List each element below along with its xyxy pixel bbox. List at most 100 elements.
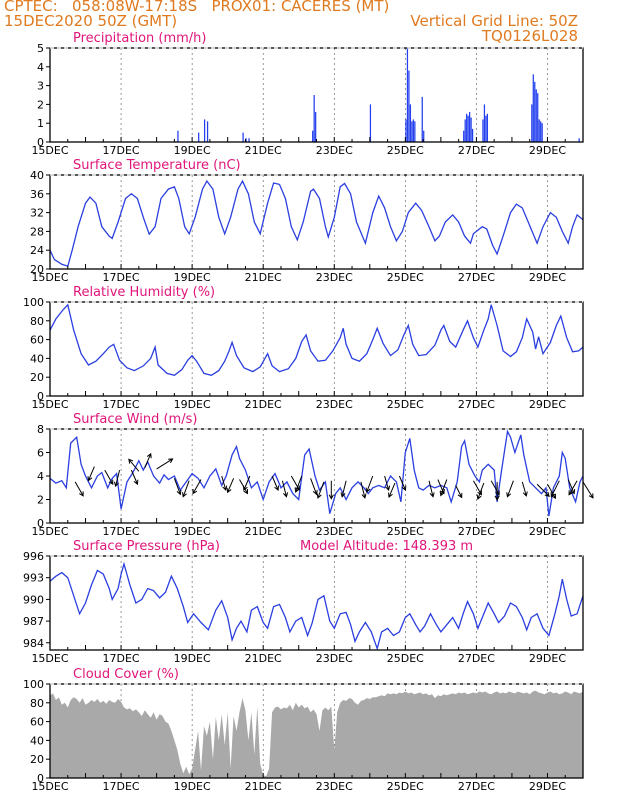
temperature-frame [49,174,584,270]
wind-wind-arrow [226,478,235,494]
precip-ytick-label: 0 [37,136,44,149]
pressure-ytick-label: 993 [23,572,44,585]
cloud-ytick-label: 80 [30,697,44,710]
wind-wind-arrow [536,483,550,497]
header-run-date: 15DEC2020 50Z (GMT) [4,12,178,30]
cloud-area [50,690,583,778]
precip-bar [485,115,487,142]
humidity-series-line [49,303,584,377]
temperature-series-line [49,179,584,268]
temperature-xtick-label: 29DEC [529,271,566,284]
pressure-xtick-label: 23DEC [316,652,353,665]
wind-wind-arrow [221,475,228,492]
precip-ytick-label: 5 [37,42,44,55]
precip-bar [408,70,410,142]
temperature-xtick-label: 27DEC [458,271,495,284]
wind-wind-arrow [567,479,576,495]
wind-ytick-label: 4 [37,470,44,483]
precip-bar [369,104,372,142]
wind-wind-arrow [506,480,514,498]
precip-bar [406,48,409,142]
precip-bar [541,123,543,142]
pressure-xtick-label: 27DEC [458,652,495,665]
precip-xtick-label: 27DEC [458,144,495,157]
precip-bar [203,119,206,142]
precip-bar [471,128,474,142]
temperature-xtick-label: 15DEC [31,271,68,284]
precip-bar [531,104,533,142]
wind-xtick-label: 23DEC [316,525,353,538]
precip-bar [414,121,416,142]
precip-bar [483,104,486,142]
wind-wind-arrow [388,482,396,499]
precip-bar [242,132,244,142]
wind-wind-arrow [128,458,140,472]
wind-wind-arrow [476,482,485,501]
wind-wind-arrow [113,470,121,488]
humidity-xtick-label: 19DEC [174,398,211,411]
wind-wind-arrow [144,452,152,468]
cloud-ytick-label: 0 [37,772,44,785]
wind-wind-arrow [521,481,528,497]
wind-wind-arrow [428,480,435,498]
precip-xtick-label: 29DEC [529,144,566,157]
wind-wind-arrow [294,475,303,493]
header-model-id: TQ0126L028 [481,27,578,45]
precip-bar [464,119,466,142]
precip-bar [470,117,472,142]
cloud-ytick-label: 40 [30,734,44,747]
pressure-ytick-label: 990 [23,593,44,606]
humidity-ytick-label: 40 [30,352,44,365]
precip-bar [466,113,468,142]
cloud-ytick-label: 20 [30,753,44,766]
precip-xtick-label: 21DEC [245,144,282,157]
humidity-xtick-label: 29DEC [529,398,566,411]
humidity-ytick-label: 0 [37,390,44,403]
cloud-ytick-label: 100 [23,678,44,691]
precip-xtick-label: 19DEC [174,144,211,157]
precip-bar [486,113,489,142]
precip-bar [532,74,534,142]
precip-bar [411,121,413,142]
precip-bar [467,115,469,142]
temperature-ytick-label: 24 [30,244,44,257]
wind-ytick-label: 8 [37,423,44,436]
precip-xtick-label: 23DEC [316,144,353,157]
precip-ytick-label: 1 [37,117,44,130]
wind-wind-arrow [340,480,347,498]
wind-wind-arrow [242,475,251,491]
humidity-title: Relative Humidity (%) [73,285,215,300]
wind-xtick-label: 15DEC [31,525,68,538]
wind-wind-arrow [384,475,391,492]
wind-xtick-label: 17DEC [103,525,140,538]
cloud-xtick-label: 15DEC [31,780,68,793]
precip-bar [409,104,412,142]
humidity-xtick-label: 17DEC [103,398,140,411]
wind-ytick-label: 2 [37,494,44,507]
precip-bar [482,119,484,142]
precip-bar [248,138,250,142]
cloud-xtick-label: 29DEC [529,780,566,793]
humidity-ytick-label: 60 [30,334,44,347]
precip-bar [534,81,536,142]
pressure-xtick-label: 29DEC [529,652,566,665]
wind-wind-arrow [104,469,114,486]
cloud-xtick-label: 19DEC [174,780,211,793]
humidity-ytick-label: 100 [23,296,44,309]
pressure-ytick-label: 984 [23,637,44,650]
wind-wind-arrow [439,479,448,497]
precip-xtick-label: 15DEC [31,144,68,157]
pressure-xtick-label: 19DEC [174,652,211,665]
pressure-ytick-label: 996 [23,550,44,563]
cloud-title: Cloud Cover (%) [73,667,179,682]
wind-xtick-label: 21DEC [245,525,282,538]
wind-wind-arrow [87,466,95,482]
wind-wind-arrow [365,475,374,493]
precip-bar [412,119,414,142]
precip-bar [578,138,580,142]
precip-bar [423,130,425,142]
wind-series-line [49,429,584,517]
wind-wind-arrow [398,475,407,491]
wind-ytick-label: 6 [37,447,44,460]
temperature-xtick-label: 25DEC [387,271,424,284]
